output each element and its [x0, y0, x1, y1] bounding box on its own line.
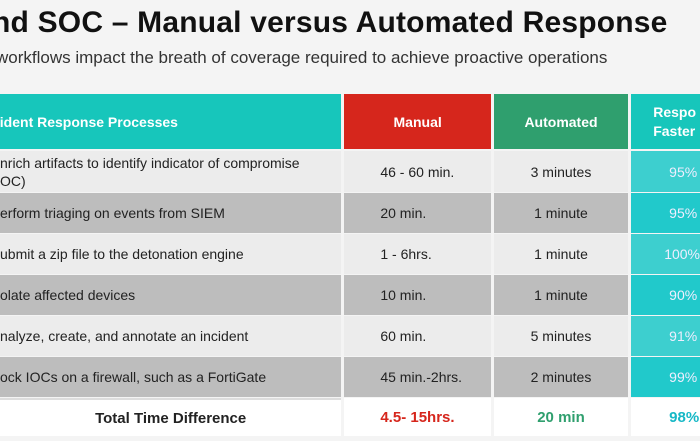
manual-cell: 20 min.: [344, 193, 491, 233]
header-manual: Manual: [344, 94, 491, 149]
total-automated: 20 min: [493, 398, 629, 436]
automated-cell: 1 minute: [493, 275, 629, 315]
faster-cell: 91%: [631, 316, 700, 356]
manual-cell: 10 min.: [344, 275, 491, 315]
table-row: ubmit a zip file to the detonation engin…: [0, 234, 700, 274]
automated-cell: 1 minute: [493, 193, 629, 233]
process-cell: nalyze, create, and annotate an incident: [0, 316, 342, 356]
total-label: Total Time Difference: [0, 398, 342, 436]
table-row: nrich artifacts to identify indicator of…: [0, 151, 700, 192]
table-row: ock IOCs on a firewall, such as a FortiG…: [0, 357, 700, 397]
header-faster: Respo Faster b: [631, 94, 700, 149]
faster-cell: 95%: [631, 193, 700, 233]
header-faster-line1: Respo: [653, 103, 696, 120]
automated-cell: 1 minute: [493, 234, 629, 274]
manual-cell: 1 - 6hrs.: [344, 234, 491, 274]
response-comparison-table: cident Response Processes Manual Automat…: [0, 94, 700, 437]
table-header-row: cident Response Processes Manual Automat…: [0, 94, 700, 149]
automated-cell: 5 minutes: [493, 316, 629, 356]
header-process-label: cident Response Processes: [0, 113, 178, 130]
header-faster-line2: Faster b: [653, 122, 700, 139]
total-row: Total Time Difference 4.5- 15hrs. 20 min…: [0, 398, 700, 436]
table-row: olate affected devices 10 min. 1 minute …: [0, 275, 700, 315]
process-cell: ubmit a zip file to the detonation engin…: [0, 234, 342, 274]
slide-title: nd SOC – Manual versus Automated Respons…: [0, 6, 668, 39]
process-cell: ock IOCs on a firewall, such as a FortiG…: [0, 357, 342, 397]
process-line: nrich artifacts to identify indicator of…: [0, 154, 300, 171]
faster-cell: 95%: [631, 151, 700, 192]
manual-cell: 45 min.-2hrs.: [344, 357, 491, 397]
automated-cell: 3 minutes: [493, 151, 629, 192]
process-text: nrich artifacts to identify indicator of…: [0, 154, 300, 190]
process-cell: nrich artifacts to identify indicator of…: [0, 151, 342, 192]
header-automated: Automated: [493, 94, 629, 149]
process-line: OC): [0, 172, 26, 189]
process-cell: erform triaging on events from SIEM: [0, 193, 342, 233]
faster-cell: 99%: [631, 357, 700, 397]
process-cell: olate affected devices: [0, 275, 342, 315]
header-process: cident Response Processes: [0, 94, 342, 149]
manual-cell: 60 min.: [344, 316, 491, 356]
table-row: erform triaging on events from SIEM 20 m…: [0, 193, 700, 233]
faster-cell: 90%: [631, 275, 700, 315]
automated-cell: 2 minutes: [493, 357, 629, 397]
slide-subtitle: workflows impact the breath of coverage …: [0, 48, 608, 67]
total-faster: 98%: [631, 398, 700, 436]
manual-cell: 46 - 60 min.: [344, 151, 491, 192]
total-manual: 4.5- 15hrs.: [344, 398, 491, 436]
faster-cell: 100%: [631, 234, 700, 274]
table-row: nalyze, create, and annotate an incident…: [0, 316, 700, 356]
